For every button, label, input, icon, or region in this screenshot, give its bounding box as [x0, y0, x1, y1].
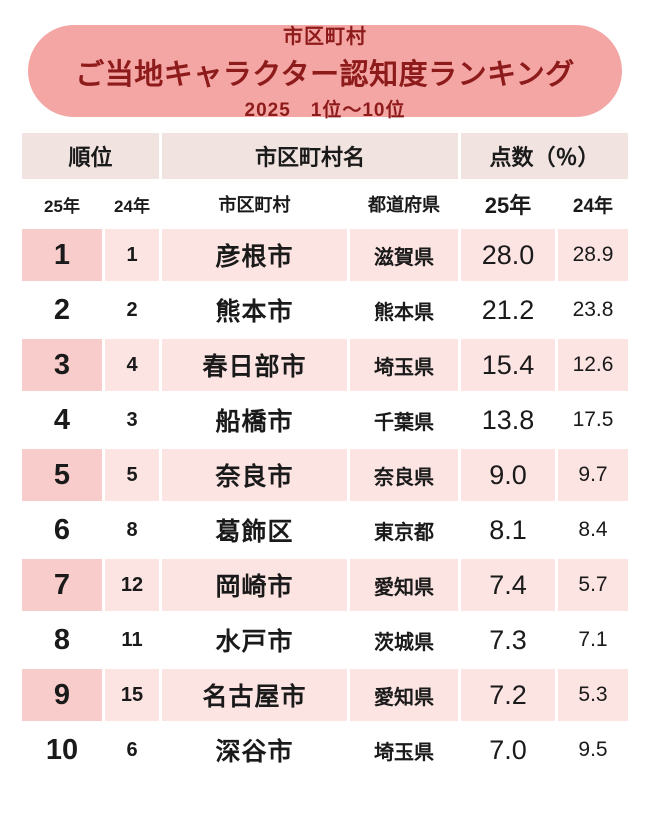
- municipality-cell: 葛飾区: [162, 504, 347, 556]
- score-previous-cell: 28.9: [558, 229, 628, 281]
- score-previous-cell: 5.3: [558, 669, 628, 721]
- header-score-group: 点数（％）: [461, 133, 628, 179]
- municipality-cell: 奈良市: [162, 449, 347, 501]
- municipality-cell: 船橋市: [162, 394, 347, 446]
- rank-previous-cell: 5: [105, 449, 159, 501]
- rank-previous-cell: 1: [105, 229, 159, 281]
- rank-previous-cell: 4: [105, 339, 159, 391]
- score-previous-cell: 5.7: [558, 559, 628, 611]
- score-previous-cell: 7.1: [558, 614, 628, 666]
- rank-current-cell: 4: [22, 394, 102, 446]
- score-current-cell: 8.1: [461, 504, 555, 556]
- score-current-cell: 9.0: [461, 449, 555, 501]
- score-current-cell: 7.3: [461, 614, 555, 666]
- municipality-cell: 岡崎市: [162, 559, 347, 611]
- prefecture-cell: 滋賀県: [350, 229, 458, 281]
- prefecture-cell: 千葉県: [350, 394, 458, 446]
- title-banner: 市区町村 ご当地キャラクター認知度ランキング 2025 1位～10位: [28, 25, 622, 121]
- score-current-cell: 21.2: [461, 284, 555, 336]
- rank-current-cell: 7: [22, 559, 102, 611]
- ranking-table: 順位 市区町村名 点数（％） 25年 24年 市区町村 都道府県 25年 24年…: [22, 133, 628, 776]
- municipality-cell: 水戸市: [162, 614, 347, 666]
- score-previous-cell: 9.7: [558, 449, 628, 501]
- municipality-cell: 彦根市: [162, 229, 347, 281]
- rank-previous-cell: 11: [105, 614, 159, 666]
- score-previous-cell: 12.6: [558, 339, 628, 391]
- score-previous-cell: 8.4: [558, 504, 628, 556]
- prefecture-cell: 奈良県: [350, 449, 458, 501]
- municipality-cell: 名古屋市: [162, 669, 347, 721]
- rank-previous-cell: 6: [105, 724, 159, 776]
- subheader-municipality: 市区町村: [162, 182, 347, 226]
- subheader-score-2025: 25年: [461, 182, 555, 226]
- prefecture-cell: 埼玉県: [350, 724, 458, 776]
- banner-title: ご当地キャラクター認知度ランキング: [75, 59, 575, 91]
- subheader-rank-2025: 25年: [22, 182, 102, 226]
- rank-current-cell: 10: [22, 724, 102, 776]
- score-previous-cell: 23.8: [558, 284, 628, 336]
- score-previous-cell: 17.5: [558, 394, 628, 446]
- rank-previous-cell: 8: [105, 504, 159, 556]
- municipality-cell: 深谷市: [162, 724, 347, 776]
- prefecture-cell: 東京都: [350, 504, 458, 556]
- prefecture-cell: 愛知県: [350, 669, 458, 721]
- prefecture-cell: 茨城県: [350, 614, 458, 666]
- rank-current-cell: 8: [22, 614, 102, 666]
- prefecture-cell: 熊本県: [350, 284, 458, 336]
- score-current-cell: 13.8: [461, 394, 555, 446]
- subheader-rank-2024: 24年: [105, 182, 159, 226]
- score-previous-cell: 9.5: [558, 724, 628, 776]
- municipality-cell: 熊本市: [162, 284, 347, 336]
- rank-current-cell: 3: [22, 339, 102, 391]
- header-rank-group: 順位: [22, 133, 159, 179]
- rank-current-cell: 5: [22, 449, 102, 501]
- rank-current-cell: 6: [22, 504, 102, 556]
- subheader-prefecture: 都道府県: [350, 182, 458, 226]
- rank-previous-cell: 15: [105, 669, 159, 721]
- rank-current-cell: 9: [22, 669, 102, 721]
- prefecture-cell: 愛知県: [350, 559, 458, 611]
- score-current-cell: 7.4: [461, 559, 555, 611]
- rank-previous-cell: 3: [105, 394, 159, 446]
- score-current-cell: 28.0: [461, 229, 555, 281]
- header-municipality-group: 市区町村名: [162, 133, 458, 179]
- rank-previous-cell: 12: [105, 559, 159, 611]
- rank-current-cell: 2: [22, 284, 102, 336]
- banner-subtitle-bottom: 2025 1位～10位: [244, 100, 406, 121]
- prefecture-cell: 埼玉県: [350, 339, 458, 391]
- score-current-cell: 7.0: [461, 724, 555, 776]
- subheader-score-2024: 24年: [558, 182, 628, 226]
- score-current-cell: 15.4: [461, 339, 555, 391]
- banner-subtitle-top: 市区町村: [283, 26, 367, 48]
- rank-current-cell: 1: [22, 229, 102, 281]
- municipality-cell: 春日部市: [162, 339, 347, 391]
- rank-previous-cell: 2: [105, 284, 159, 336]
- score-current-cell: 7.2: [461, 669, 555, 721]
